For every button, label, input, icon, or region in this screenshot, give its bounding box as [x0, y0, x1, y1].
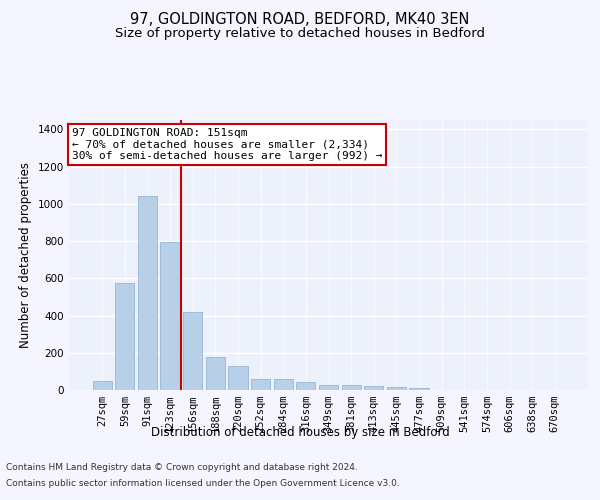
Bar: [92, 381, 112, 390]
Bar: [364, 386, 383, 390]
Bar: [183, 312, 202, 390]
Y-axis label: Number of detached properties: Number of detached properties: [19, 162, 32, 348]
Bar: [341, 385, 361, 390]
Bar: [115, 283, 134, 390]
Text: 97 GOLDINGTON ROAD: 151sqm
← 70% of detached houses are smaller (2,334)
30% of s: 97 GOLDINGTON ROAD: 151sqm ← 70% of deta…: [71, 128, 382, 162]
Bar: [387, 388, 406, 390]
Text: Distribution of detached houses by size in Bedford: Distribution of detached houses by size …: [151, 426, 449, 439]
Bar: [138, 196, 157, 390]
Bar: [206, 357, 225, 390]
Text: 97, GOLDINGTON ROAD, BEDFORD, MK40 3EN: 97, GOLDINGTON ROAD, BEDFORD, MK40 3EN: [130, 12, 470, 28]
Bar: [251, 379, 270, 390]
Text: Contains HM Land Registry data © Crown copyright and database right 2024.: Contains HM Land Registry data © Crown c…: [6, 464, 358, 472]
Bar: [274, 380, 293, 390]
Bar: [229, 366, 248, 390]
Bar: [296, 382, 316, 390]
Text: Contains public sector information licensed under the Open Government Licence v3: Contains public sector information licen…: [6, 478, 400, 488]
Bar: [409, 388, 428, 390]
Bar: [160, 242, 180, 390]
Bar: [319, 384, 338, 390]
Text: Size of property relative to detached houses in Bedford: Size of property relative to detached ho…: [115, 28, 485, 40]
